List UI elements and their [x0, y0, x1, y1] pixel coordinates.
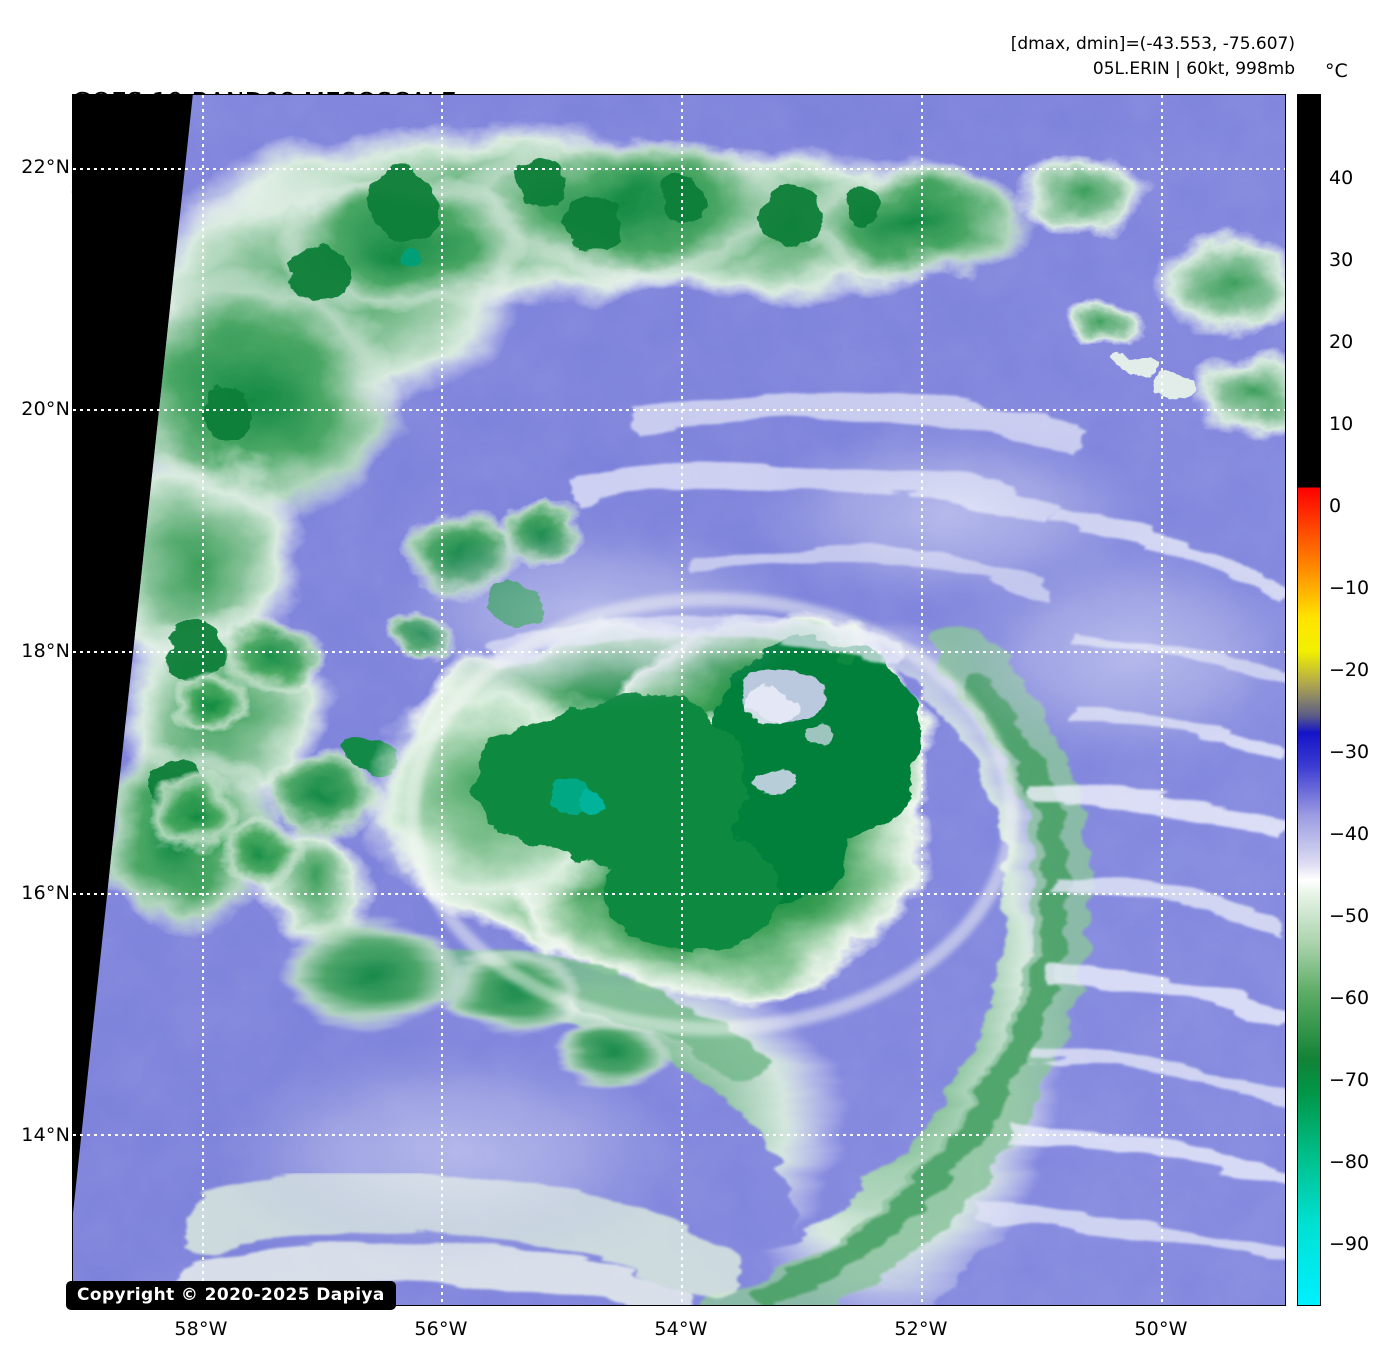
satellite-image-plot[interactable]	[72, 94, 1286, 1306]
colorbar-tick-m80: −80	[1329, 1151, 1370, 1173]
ytick-label-22n: 22°N	[21, 156, 70, 178]
colorbar-gradient	[1298, 95, 1320, 1305]
colorbar-tick-40: 40	[1329, 167, 1354, 189]
ytick-label-14n: 14°N	[21, 1124, 70, 1146]
colorbar-tick-m50: −50	[1329, 905, 1370, 927]
colorbar-tick-20: 20	[1329, 331, 1354, 353]
colorbar-tick-m30: −30	[1329, 741, 1370, 763]
colorbar	[1297, 94, 1321, 1306]
ytick-label-20n: 20°N	[21, 398, 70, 420]
colorbar-tick-10: 10	[1329, 413, 1354, 435]
copyright-banner: Copyright © 2020-2025 Dapiya	[66, 1281, 396, 1310]
colorbar-tick-0: 0	[1329, 495, 1342, 517]
colorbar-tick-m90: −90	[1329, 1233, 1370, 1255]
xtick-label-56w: 56°W	[414, 1318, 468, 1340]
ytick-label-16n: 16°N	[21, 882, 70, 904]
colorbar-tick-m60: −60	[1329, 987, 1370, 1009]
xtick-label-50w: 50°W	[1134, 1318, 1188, 1340]
colorbar-tick-30: 30	[1329, 249, 1354, 271]
dminmax-label: [dmax, dmin]=(-43.553, -75.607)	[1010, 34, 1295, 54]
colorbar-tick-m20: −20	[1329, 659, 1370, 681]
colorbar-tick-m40: −40	[1329, 823, 1370, 845]
storm-info-label: 05L.ERIN | 60kt, 998mb	[1092, 58, 1295, 79]
colorbar-tick-m70: −70	[1329, 1069, 1370, 1091]
colorbar-tick-m10: −10	[1329, 577, 1370, 599]
satellite-imagery	[73, 95, 1285, 1305]
xtick-label-54w: 54°W	[654, 1318, 708, 1340]
metadata-block: [dmax, dmin]=(-43.553, -75.607) 05L.ERIN…	[1011, 32, 1295, 81]
xtick-label-52w: 52°W	[894, 1318, 948, 1340]
ytick-label-18n: 18°N	[21, 640, 70, 662]
xtick-label-58w: 58°W	[174, 1318, 228, 1340]
colorbar-unit-label: °C	[1325, 60, 1348, 82]
